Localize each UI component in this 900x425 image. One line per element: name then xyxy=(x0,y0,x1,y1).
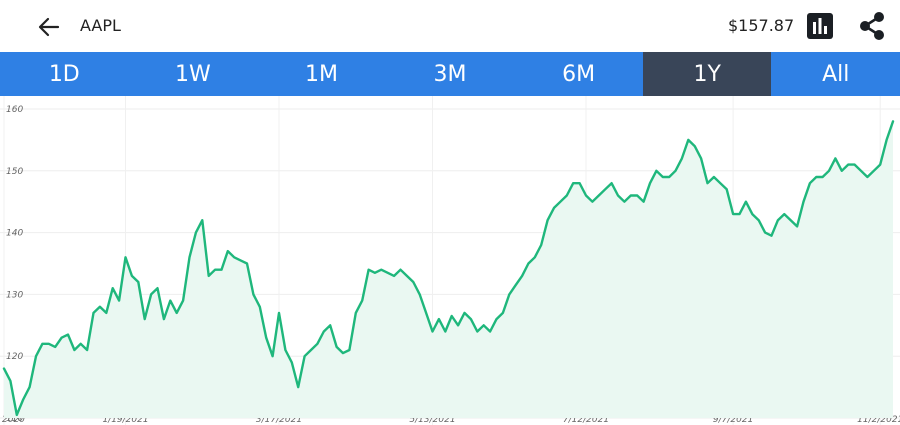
bar-chart-icon[interactable] xyxy=(806,12,834,40)
y-tick-label: 160 xyxy=(6,105,23,115)
tab-all[interactable]: All xyxy=(822,61,850,87)
ticker-symbol: AAPL xyxy=(80,16,121,35)
price-chart: 160 150 140 130 120 110 2020 1/19/2021 3/17/2021… xyxy=(0,96,900,425)
tab-1w[interactable]: 1W xyxy=(174,61,211,87)
tab-1m[interactable]: 1M xyxy=(304,61,338,87)
x-tick-label: 11/2/2021 xyxy=(857,415,900,425)
tab-1d[interactable]: 1D xyxy=(48,61,80,87)
y-tick-label: 120 xyxy=(6,352,23,362)
tab-3m[interactable]: 3M xyxy=(433,61,467,87)
y-tick-label: 150 xyxy=(6,167,23,177)
price-area-fill xyxy=(4,121,893,419)
x-tick-label: 1/19/2021 xyxy=(102,415,148,425)
x-tick-label: 3/17/2021 xyxy=(256,415,302,425)
tab-1y[interactable]: 1Y xyxy=(642,52,772,96)
y-tick-label: 110 xyxy=(6,414,23,424)
tab-6m[interactable]: 6M xyxy=(562,61,596,87)
x-tick-label: 9/7/2021 xyxy=(713,415,753,425)
top-bar: AAPL $157.87 xyxy=(0,0,900,52)
x-tick-label: 7/12/2021 xyxy=(563,415,609,425)
y-tick-label: 130 xyxy=(6,290,23,300)
x-tick-label: 2020 xyxy=(2,415,25,425)
y-tick-label: 140 xyxy=(6,229,23,239)
current-price: $157.87 xyxy=(728,16,795,35)
x-tick-label: 5/13/2021 xyxy=(409,415,455,425)
range-tab-bar: 1D 1W 1M 3M 6M 1Y All xyxy=(0,52,900,96)
price-line xyxy=(2,120,895,417)
share-icon[interactable] xyxy=(857,10,887,42)
arrow-left-icon[interactable] xyxy=(36,14,62,40)
